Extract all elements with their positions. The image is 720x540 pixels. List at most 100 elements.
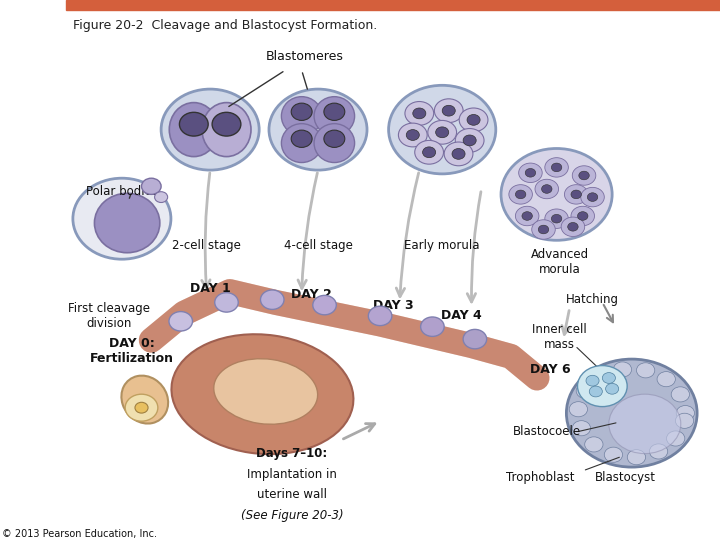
Circle shape [463, 329, 487, 349]
Text: 2-cell stage: 2-cell stage [172, 239, 241, 252]
Text: Blastocoele: Blastocoele [513, 426, 581, 438]
Text: Days 7–10:: Days 7–10: [256, 447, 328, 460]
Circle shape [571, 206, 595, 226]
Circle shape [613, 362, 631, 377]
Circle shape [398, 123, 427, 147]
Circle shape [636, 363, 654, 378]
Circle shape [567, 222, 578, 231]
Circle shape [169, 312, 192, 331]
Circle shape [675, 413, 693, 428]
Text: Trophoblast: Trophoblast [506, 471, 575, 484]
Text: Figure 20-2  Cleavage and Blastocyst Formation.: Figure 20-2 Cleavage and Blastocyst Form… [73, 19, 377, 32]
Circle shape [606, 383, 618, 394]
Text: (See Figure 20-3): (See Figure 20-3) [240, 509, 343, 522]
Circle shape [516, 206, 539, 226]
Circle shape [428, 120, 456, 144]
Circle shape [541, 185, 552, 193]
Circle shape [125, 394, 158, 421]
Circle shape [73, 178, 171, 259]
Circle shape [585, 437, 603, 452]
Circle shape [552, 214, 562, 223]
Circle shape [522, 212, 532, 220]
Bar [66, 0, 720, 10]
Text: Blastomeres: Blastomeres [266, 50, 344, 63]
Circle shape [589, 386, 603, 397]
Text: Hatching: Hatching [566, 293, 619, 306]
Circle shape [571, 190, 582, 199]
Circle shape [406, 130, 419, 140]
Circle shape [452, 148, 465, 159]
Text: DAY 0:
Fertilization: DAY 0: Fertilization [90, 337, 174, 365]
Ellipse shape [282, 124, 322, 163]
Text: Advanced
morula: Advanced morula [531, 248, 589, 276]
Text: Polar bodies: Polar bodies [86, 185, 158, 198]
Ellipse shape [214, 359, 318, 424]
Circle shape [444, 142, 473, 166]
Circle shape [567, 359, 697, 467]
Circle shape [442, 105, 455, 116]
Text: Inner cell
mass: Inner cell mass [533, 323, 588, 352]
Circle shape [539, 225, 549, 234]
Circle shape [627, 450, 646, 465]
Circle shape [577, 212, 588, 220]
Ellipse shape [314, 97, 355, 136]
Circle shape [312, 295, 336, 315]
Ellipse shape [169, 103, 218, 157]
Text: © 2013 Pearson Education, Inc.: © 2013 Pearson Education, Inc. [2, 529, 157, 538]
Circle shape [535, 179, 559, 199]
Circle shape [525, 168, 536, 177]
Circle shape [532, 220, 555, 239]
Ellipse shape [202, 103, 251, 157]
Circle shape [212, 112, 241, 136]
Text: Implantation in: Implantation in [247, 468, 337, 481]
Circle shape [676, 406, 695, 421]
Text: DAY 4: DAY 4 [441, 309, 482, 322]
Circle shape [545, 158, 568, 177]
Circle shape [459, 108, 488, 132]
Circle shape [609, 394, 681, 454]
Circle shape [552, 163, 562, 172]
Circle shape [518, 163, 542, 183]
Text: Blastocyst: Blastocyst [595, 471, 656, 484]
Circle shape [261, 290, 284, 309]
Circle shape [572, 166, 596, 185]
Circle shape [269, 89, 367, 170]
Circle shape [420, 317, 444, 336]
Circle shape [389, 85, 496, 174]
Circle shape [564, 185, 588, 204]
Text: DAY 3: DAY 3 [373, 299, 413, 312]
Text: DAY 6: DAY 6 [530, 363, 570, 376]
Circle shape [155, 192, 168, 202]
Text: 4-cell stage: 4-cell stage [284, 239, 352, 252]
Circle shape [657, 372, 675, 387]
Circle shape [509, 185, 532, 204]
Circle shape [369, 306, 392, 326]
Ellipse shape [94, 193, 160, 253]
Circle shape [434, 99, 463, 123]
Circle shape [415, 140, 444, 164]
Circle shape [516, 190, 526, 199]
Circle shape [135, 402, 148, 413]
Circle shape [603, 373, 616, 383]
Circle shape [291, 130, 312, 147]
Circle shape [649, 444, 667, 459]
Text: DAY 2: DAY 2 [291, 288, 332, 301]
Circle shape [501, 148, 612, 240]
Circle shape [561, 217, 585, 237]
Text: DAY 1: DAY 1 [190, 282, 230, 295]
Ellipse shape [171, 334, 354, 454]
Circle shape [161, 89, 259, 170]
Circle shape [592, 369, 610, 384]
Ellipse shape [314, 124, 355, 163]
Circle shape [423, 147, 436, 158]
Text: First cleavage
division: First cleavage division [68, 302, 150, 330]
Circle shape [324, 103, 345, 120]
Circle shape [576, 383, 595, 399]
Circle shape [455, 129, 484, 152]
Circle shape [572, 421, 590, 436]
Circle shape [570, 402, 588, 417]
Circle shape [436, 127, 449, 138]
Circle shape [588, 193, 598, 201]
Circle shape [215, 293, 238, 312]
Ellipse shape [282, 97, 322, 136]
